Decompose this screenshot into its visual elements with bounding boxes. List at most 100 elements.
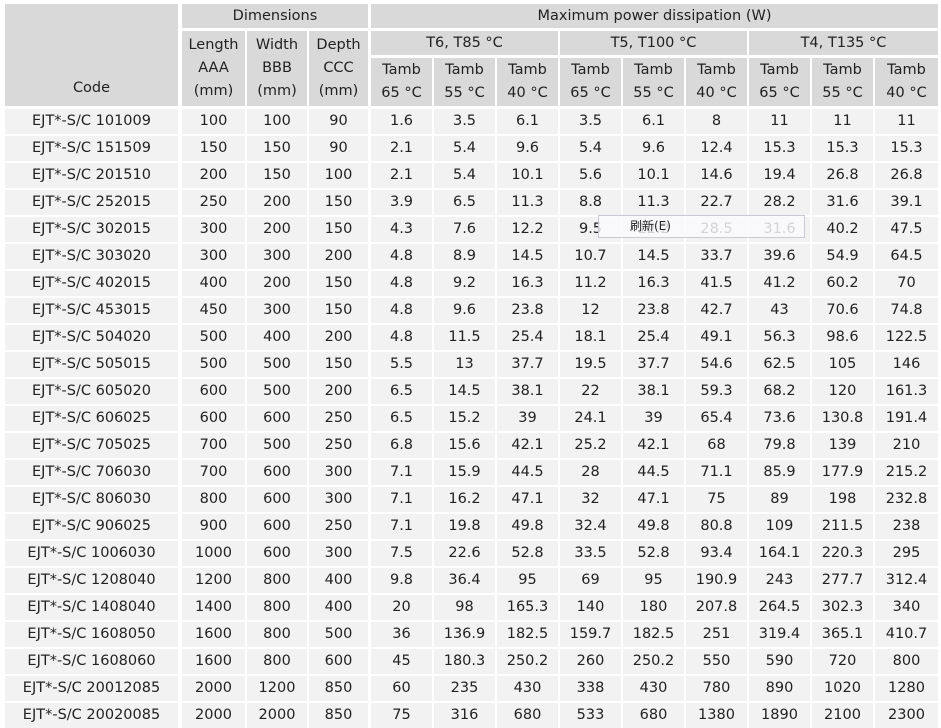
value-cell: 150	[309, 352, 368, 377]
cell-text: 95	[644, 572, 663, 588]
cell-text: 2000	[195, 707, 232, 723]
header-cell: Tamb 65 °C	[749, 58, 810, 106]
cell-text: 680	[513, 707, 542, 723]
cell-text: 5.4	[578, 140, 603, 156]
value-cell: 39	[623, 406, 684, 431]
value-cell: 98.6	[812, 325, 873, 350]
cell-text: 182.5	[632, 626, 675, 642]
value-cell: 600	[309, 649, 368, 674]
cell-text: 45	[392, 653, 411, 669]
cell-text: Tamb	[634, 62, 673, 78]
header-cell: Tamb 40 °C	[497, 58, 558, 106]
cell-text: 56.3	[763, 329, 796, 345]
cell-text: 260	[576, 653, 605, 669]
cell-text: BBB	[262, 60, 292, 76]
context-menu[interactable]: 刷新(E)	[598, 215, 805, 238]
cell-text: 55 °C	[444, 85, 485, 101]
value-cell: 26.8	[812, 163, 873, 188]
value-cell: 3.5	[560, 109, 621, 134]
value-cell: 41.5	[686, 271, 747, 296]
value-cell: 7.6	[434, 217, 495, 242]
value-cell: 85.9	[749, 460, 810, 485]
value-cell: 300	[309, 487, 368, 512]
cell-text: 9.8	[389, 572, 414, 588]
value-cell: 300	[309, 541, 368, 566]
value-cell: 19.8	[434, 514, 495, 539]
header-cell: Tamb 55 °C	[623, 58, 684, 106]
value-cell: 42.1	[497, 433, 558, 458]
cell-text: Width	[255, 37, 299, 53]
cell-text: 42.1	[637, 437, 670, 453]
header-cell: T6, T85 °C	[371, 31, 558, 55]
value-cell: 19.4	[749, 163, 810, 188]
cell-text: 44.5	[511, 464, 544, 480]
cell-text: 47.5	[890, 221, 923, 237]
value-cell: 159.7	[560, 622, 621, 647]
value-cell: 25.2	[560, 433, 621, 458]
cell-text: 850	[324, 680, 353, 696]
cell-text: 6.5	[389, 383, 414, 399]
value-cell: 11.3	[623, 190, 684, 215]
cell-text: 700	[199, 437, 228, 453]
code-cell: EJT*-S/C 606025	[5, 406, 178, 431]
value-cell: 15.3	[875, 136, 938, 161]
cell-text: 191.4	[885, 410, 928, 426]
cell-text: 49.8	[511, 518, 544, 534]
value-cell: 207.8	[686, 595, 747, 620]
cell-text: 49.1	[700, 329, 733, 345]
value-cell: 600	[247, 541, 307, 566]
cell-text: 1890	[761, 707, 798, 723]
cell-text: 800	[263, 653, 291, 669]
code-cell: EJT*-S/C 402015	[5, 271, 178, 296]
cell-text: 33.7	[700, 248, 733, 264]
cell-text: 250.2	[506, 653, 549, 669]
cell-text: 211.5	[821, 518, 864, 534]
value-cell: 200	[247, 190, 307, 215]
cell-text: 8.8	[578, 194, 603, 210]
cell-text: EJT*-S/C 252015	[32, 194, 151, 210]
cell-text: 250	[199, 194, 228, 210]
header-cell: Tamb 40 °C	[686, 58, 747, 106]
value-cell: 93.4	[686, 541, 747, 566]
cell-text: EJT*-S/C 201510	[32, 167, 151, 183]
cell-text: 300	[199, 221, 228, 237]
value-cell: 277.7	[812, 568, 873, 593]
cell-text: EJT*-S/C 302015	[32, 221, 151, 237]
cell-text: 6.8	[389, 437, 414, 453]
cell-text: 25.4	[511, 329, 544, 345]
menu-item[interactable]: 刷新(E)	[630, 219, 671, 233]
value-cell: 1890	[749, 703, 810, 728]
cell-text: 780	[702, 680, 731, 696]
code-cell: EJT*-S/C 20020085	[5, 703, 178, 728]
value-cell: 95	[497, 568, 558, 593]
cell-text: 2100	[824, 707, 861, 723]
cell-text: 15.3	[826, 140, 859, 156]
value-cell: 56.3	[749, 325, 810, 350]
value-cell: 7.5	[371, 541, 432, 566]
value-cell: 590	[749, 649, 810, 674]
value-cell: 243	[749, 568, 810, 593]
value-cell: 23.8	[497, 298, 558, 323]
value-cell: 3.9	[371, 190, 432, 215]
cell-text: 150	[324, 275, 353, 291]
value-cell: 250	[182, 190, 245, 215]
cell-text: 24.1	[574, 410, 607, 426]
cell-text: 42.1	[511, 437, 544, 453]
cell-text: 1200	[195, 572, 232, 588]
value-cell: 11	[875, 109, 938, 134]
cell-text: 105	[828, 356, 857, 372]
value-cell: 69	[560, 568, 621, 593]
value-cell: 302.3	[812, 595, 873, 620]
cell-text: 36.4	[448, 572, 481, 588]
cell-text: 200	[324, 329, 353, 345]
value-cell: 800	[247, 649, 307, 674]
value-cell: 26.8	[875, 163, 938, 188]
cell-text: 300	[199, 248, 228, 264]
value-cell: 14.5	[434, 379, 495, 404]
cell-text: 4.8	[389, 248, 414, 264]
value-cell: 700	[182, 460, 245, 485]
cell-text: AAA	[198, 60, 229, 76]
value-cell: 500	[247, 379, 307, 404]
cell-text: 65 °C	[381, 85, 422, 101]
value-cell: 6.8	[371, 433, 432, 458]
